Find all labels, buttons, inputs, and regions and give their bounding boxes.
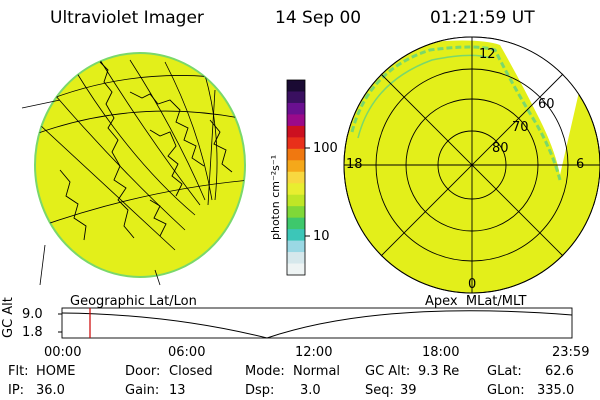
- x-tick-0000: 00:00: [44, 345, 82, 360]
- colorbar-band: [287, 240, 305, 253]
- x-tick-1200: 12:00: [295, 345, 333, 360]
- gain-value: 13: [169, 383, 186, 398]
- geo-grid: [35, 59, 245, 251]
- colorbar-band: [287, 91, 305, 104]
- gc-alt-plot: [58, 307, 573, 339]
- lat-label-70: 70: [512, 120, 529, 135]
- gc-alt-ytick-1-8: 1.8: [22, 325, 43, 340]
- ip-value: 36.0: [36, 383, 65, 398]
- geo-coastlines: [59, 61, 233, 241]
- glat-value: 62.6: [545, 364, 574, 379]
- glat-label: GLat:: [487, 364, 522, 379]
- polar-caption: Apex MLat/MLT: [425, 294, 527, 309]
- date-label: 14 Sep 00: [275, 8, 362, 28]
- seq-value: 39: [400, 383, 417, 398]
- door-value: Closed: [169, 364, 213, 379]
- gc-alt-ylabel: GC Alt: [1, 297, 16, 338]
- ip-label: IP:: [8, 383, 25, 398]
- gcalt-label: GC Alt:: [365, 364, 411, 379]
- dsp-value: 3.0: [300, 383, 321, 398]
- polar-grid: [343, 36, 600, 294]
- colorbar-band: [287, 217, 305, 230]
- glon-value: 335.0: [537, 383, 575, 398]
- colorbar-band: [287, 125, 305, 138]
- lat-label-60: 60: [538, 97, 555, 112]
- colorbar-band: [287, 80, 305, 92]
- seq-label: Seq:: [365, 383, 394, 398]
- flt-value: HOME: [36, 364, 76, 379]
- colorbar-band: [287, 171, 305, 184]
- instrument-title: Ultraviolet Imager: [50, 8, 204, 28]
- mlt-label-0: 0: [468, 277, 477, 292]
- colorbar-band: [287, 229, 305, 242]
- dsp-label: Dsp:: [245, 383, 275, 398]
- polar-image-disc: [343, 36, 600, 294]
- mlt-label-18: 18: [346, 157, 363, 172]
- colorbar-band: [287, 206, 305, 219]
- colorbar-tick-100: 100: [313, 141, 338, 156]
- mlt-label-6: 6: [576, 157, 585, 172]
- colorbar-band: [287, 252, 305, 265]
- lat-label-80: 80: [492, 141, 509, 156]
- colorbar-band: [287, 137, 305, 150]
- colorbar-band: [287, 263, 305, 276]
- gc-alt-curve: [61, 310, 573, 339]
- colorbar-tick-10: 10: [313, 229, 330, 244]
- gc-alt-ytick-9: 9.0: [22, 307, 43, 322]
- door-label: Door:: [125, 364, 161, 379]
- colorbar-band: [287, 194, 305, 207]
- mlt-label-12: 12: [479, 47, 496, 62]
- flt-label: Flt:: [8, 364, 29, 379]
- mode-value: Normal: [293, 364, 341, 379]
- colorbar-frame: [286, 79, 306, 276]
- colorbar-band: [287, 102, 305, 115]
- colorbar-band: [287, 114, 305, 127]
- x-tick-1800: 18:00: [422, 345, 460, 360]
- gain-label: Gain:: [125, 383, 160, 398]
- colorbar-band: [287, 160, 305, 173]
- colorbar-unit-label: photon cm⁻²s⁻¹: [269, 154, 282, 240]
- geo-image-disc: [34, 52, 246, 278]
- x-tick-2359: 23:59: [552, 345, 590, 360]
- mode-label: Mode:: [245, 364, 285, 379]
- x-tick-0600: 06:00: [168, 345, 206, 360]
- glon-label: GLon:: [487, 383, 525, 398]
- colorbar-band: [287, 148, 305, 161]
- gcalt-value: 9.3 Re: [418, 364, 460, 379]
- colorbar: [287, 80, 305, 276]
- time-label: 01:21:59 UT: [430, 8, 535, 28]
- colorbar-band: [287, 183, 305, 196]
- geographic-caption: Geographic Lat/Lon: [70, 294, 197, 309]
